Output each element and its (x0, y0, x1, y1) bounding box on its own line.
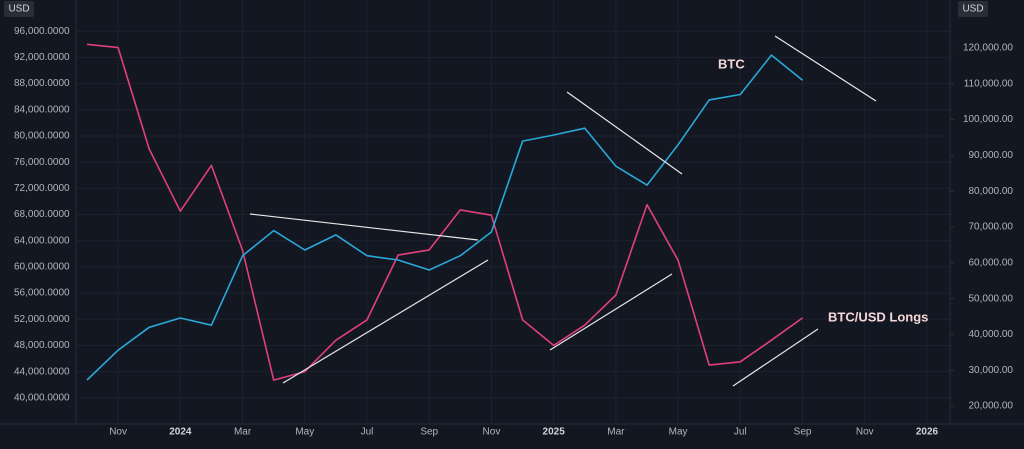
y-tick-label: 92,000.0000 (14, 52, 70, 63)
trend-line (566, 91, 683, 175)
x-tick-label: May (295, 427, 314, 438)
trend-line (249, 213, 479, 241)
y-tick-label: 96,000.0000 (14, 26, 70, 37)
x-tick-label: Nov (856, 427, 874, 438)
trend-lines (249, 35, 877, 387)
annotation: BTC (718, 56, 745, 71)
y-tick-label: 76,000.0000 (14, 157, 70, 168)
y2-label-box (958, 1, 988, 17)
y-tick-label: 80,000.0000 (14, 131, 70, 142)
y2-axis-label: USD (962, 4, 983, 15)
x-tick-label: Sep (794, 427, 812, 438)
trend-line (774, 35, 877, 102)
y2-tick-label: 110,000.00 (964, 78, 1014, 89)
x-tick-label: Sep (420, 427, 438, 438)
y-tick-label: 40,000.0000 (14, 392, 70, 403)
grid (76, 0, 950, 424)
trend-line (282, 259, 489, 384)
y2-tick-label: 80,000.00 (969, 186, 1014, 197)
x-tick-label: Nov (483, 427, 501, 438)
trend-line (732, 328, 819, 387)
annotation: BTC/USD Longs (828, 309, 928, 324)
y-tick-label: 84,000.0000 (14, 104, 70, 115)
y-tick-label: 52,000.0000 (14, 314, 70, 325)
x-tick-label: 2025 (543, 427, 566, 438)
series-line (86, 43, 804, 381)
x-tick-label: May (669, 427, 688, 438)
y-tick-label: 60,000.0000 (14, 262, 70, 273)
x-tick-label: Jul (361, 427, 374, 438)
y-tick-label: 72,000.0000 (14, 183, 70, 194)
y-label-box (4, 1, 34, 17)
y-tick-label: 44,000.0000 (14, 366, 70, 377)
x-tick-label: 2024 (169, 427, 192, 438)
y2-tick-label: 20,000.00 (969, 401, 1014, 412)
y2-tick-label: 40,000.00 (969, 329, 1014, 340)
y2-tick-label: 50,000.00 (969, 293, 1014, 304)
y2-tick-label: 100,000.00 (963, 114, 1013, 125)
y-tick-label: 48,000.0000 (14, 340, 70, 351)
trend-line (549, 273, 673, 351)
series-line (86, 54, 804, 381)
y-tick-label: 56,000.0000 (14, 288, 70, 299)
y2-tick-label: 30,000.00 (969, 365, 1014, 376)
x-tick-label: Mar (607, 427, 625, 438)
x-tick-label: Mar (234, 427, 252, 438)
y-tick-label: 64,000.0000 (14, 235, 70, 246)
x-tick-label: Jul (734, 427, 747, 438)
y2-tick-label: 60,000.00 (969, 257, 1014, 268)
plot (86, 43, 804, 381)
y2-tick-label: 90,000.00 (969, 150, 1014, 161)
y2-tick-label: 120,000.00 (963, 43, 1013, 54)
y-tick-label: 68,000.0000 (14, 209, 70, 220)
y-axis-label: USD (8, 4, 29, 15)
x-tick-label: Nov (109, 427, 127, 438)
x-tick-label: 2026 (916, 427, 939, 438)
y-tick-label: 88,000.0000 (14, 78, 70, 89)
y2-tick-label: 70,000.00 (969, 222, 1014, 233)
